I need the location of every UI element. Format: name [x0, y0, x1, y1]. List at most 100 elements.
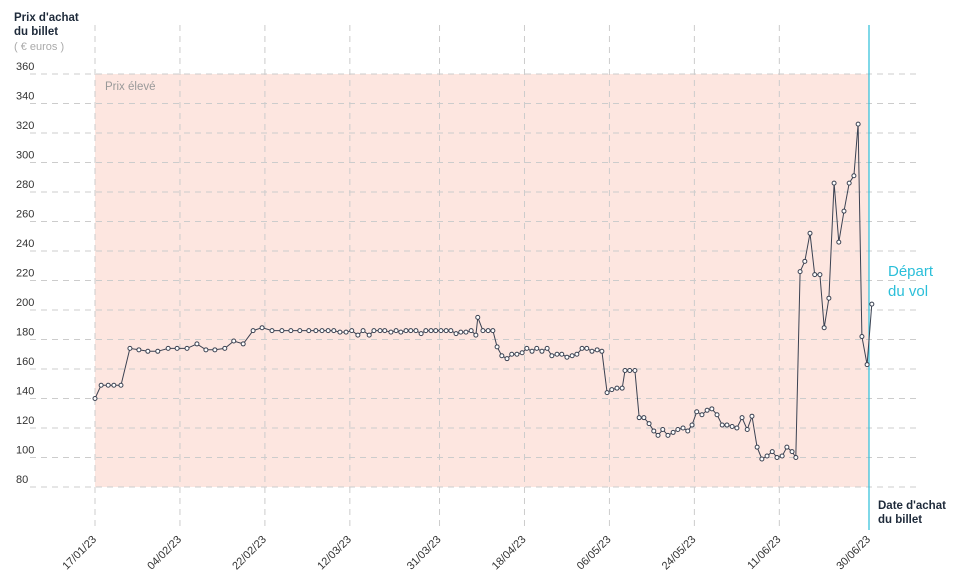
- y-tick-label: 160: [16, 356, 34, 368]
- point: [831, 180, 837, 186]
- point: [514, 351, 520, 357]
- point: [403, 328, 409, 334]
- point: [841, 208, 847, 214]
- y-tick-label: 200: [16, 297, 34, 309]
- point: [485, 328, 491, 334]
- point: [468, 328, 474, 334]
- point: [774, 455, 780, 460]
- point: [599, 348, 605, 354]
- x-tick-label: 24/05/23: [660, 534, 699, 573]
- point: [807, 230, 813, 236]
- point: [499, 353, 505, 359]
- point: [632, 367, 638, 373]
- point: [604, 390, 610, 396]
- point: [388, 329, 394, 335]
- point: [382, 328, 388, 334]
- point: [165, 345, 171, 351]
- point: [127, 345, 133, 351]
- point: [240, 341, 246, 347]
- point: [433, 328, 439, 334]
- point: [689, 422, 695, 428]
- point: [331, 328, 337, 334]
- point: [675, 426, 681, 432]
- point: [288, 328, 294, 334]
- point: [458, 329, 464, 335]
- point: [145, 348, 151, 354]
- point: [222, 345, 228, 351]
- point: [231, 338, 237, 344]
- point: [636, 415, 642, 421]
- y-tick-label: 80: [16, 474, 28, 486]
- point: [279, 328, 285, 334]
- point: [194, 341, 200, 347]
- point: [428, 328, 434, 334]
- point: [306, 328, 312, 334]
- point: [473, 332, 479, 338]
- point: [509, 351, 515, 357]
- y-tick-label: 280: [16, 179, 34, 191]
- point: [544, 345, 550, 351]
- point: [203, 347, 209, 353]
- point: [749, 413, 755, 419]
- y-tick-label: 140: [16, 386, 34, 398]
- x-tick-label: 11/06/23: [745, 534, 783, 572]
- point: [609, 387, 615, 393]
- point: [779, 453, 785, 459]
- point: [704, 407, 710, 413]
- point: [448, 328, 454, 334]
- point: [371, 328, 377, 334]
- point: [869, 301, 875, 307]
- point: [569, 353, 575, 359]
- point: [821, 325, 827, 331]
- point: [337, 329, 343, 335]
- point: [494, 344, 500, 350]
- point: [564, 354, 570, 360]
- point: [579, 345, 585, 351]
- point: [655, 432, 661, 438]
- point: [349, 328, 355, 334]
- point: [759, 456, 765, 462]
- point: [817, 272, 823, 278]
- point: [859, 334, 865, 340]
- point: [846, 180, 852, 186]
- point: [864, 362, 870, 368]
- point: [754, 444, 760, 450]
- y-axis-unit: ( € euros ): [14, 41, 65, 53]
- y-tick-label: 360: [16, 61, 34, 73]
- point: [418, 331, 424, 337]
- point: [660, 426, 666, 432]
- point: [622, 367, 628, 373]
- point: [319, 328, 325, 334]
- point: [627, 367, 633, 373]
- point: [529, 348, 535, 354]
- point: [360, 328, 366, 334]
- point: [699, 412, 705, 418]
- point: [118, 382, 124, 388]
- point: [475, 314, 481, 320]
- point: [554, 351, 560, 357]
- point: [724, 422, 730, 428]
- x-tick-label: 06/05/23: [575, 534, 614, 573]
- point: [250, 328, 256, 334]
- y-tick-label: 120: [16, 415, 34, 427]
- point: [269, 328, 275, 334]
- point: [789, 449, 795, 455]
- point: [549, 353, 555, 359]
- point: [797, 269, 803, 275]
- point: [614, 385, 620, 391]
- point: [685, 428, 691, 434]
- point: [155, 348, 161, 354]
- point: [729, 424, 735, 430]
- point: [802, 258, 808, 264]
- y-tick-label: 320: [16, 120, 34, 132]
- point: [92, 396, 98, 401]
- point: [174, 345, 180, 351]
- point: [111, 382, 117, 388]
- point: [734, 425, 740, 431]
- point: [714, 412, 720, 418]
- point: [519, 350, 525, 356]
- point: [851, 173, 857, 179]
- point: [589, 348, 595, 354]
- point: [408, 328, 414, 334]
